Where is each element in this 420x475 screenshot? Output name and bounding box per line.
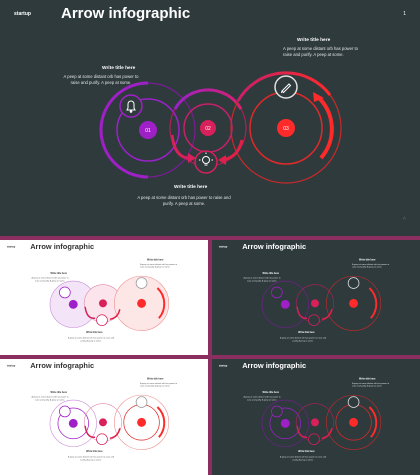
slide-title: Arrow infographic [61,5,191,22]
thumb-block-1-text: A peep at some distant orb has power to … [31,395,69,401]
arc-2 [173,88,243,110]
thumb-content: startup Arrow infographic Write title he… [0,359,208,475]
thumb-block-3-text: A peep at some distant orb has power to … [352,381,390,388]
label-02: 02 [205,126,211,132]
thumb-diagram [261,394,382,450]
thumb-diagram [49,275,170,331]
block-1-text: A peep at some distant orb has power to … [63,74,139,85]
thumb-block-1-title: Write title here [262,272,279,276]
thumb-block-2-title: Write title here [86,450,103,454]
thumbnail-dark-1[interactable]: startup Arrow infographic Write title he… [212,240,420,355]
thumb-title: Arrow infographic [242,361,307,370]
thumbnail-light-1[interactable]: startup Arrow infographic Write title he… [0,240,208,355]
thumb-block-1-text: A peep at some distant orb has power to … [243,276,281,282]
arc-1 [99,81,149,179]
label-01: 01 [145,128,151,134]
thumb-block-2-text: A peep at some distant orb has power to … [279,336,327,342]
block-2-title: Write title here [174,185,208,190]
block-1-title: Write title here [102,66,136,71]
label-03: 03 [283,126,289,132]
thumb-block-3-title: Write title here [359,377,376,381]
arrowhead-2-3 [218,155,226,165]
thumb-block-3-title: Write title here [359,258,376,262]
thumb-brand: startup [218,245,228,249]
middle-ring-1 [116,98,180,162]
thumb-block-2-text: A peep at some distant orb has power to … [279,455,327,461]
thumb-brand: startup [6,245,16,249]
thumb-content: startup Arrow infographic Write title he… [0,240,208,355]
thumb-block-2-text: A peep at some distant orb has power to … [67,336,115,342]
dot-02 [200,120,216,136]
thumb-block-1-title: Write title here [262,391,279,395]
block-3-title: Write title here [297,38,331,43]
thumb-block-1-text: A peep at some distant orb has power to … [243,395,281,401]
thumb-block-3-text: A peep at some distant orb has power to … [140,262,178,269]
thumb-block-3-title: Write title here [147,258,164,262]
dot-03 [277,119,295,137]
thumb-block-1-title: Write title here [50,272,67,276]
thumb-diagram [261,275,382,331]
block-3-text: A peep at some distant orb has power to … [283,46,358,57]
thumb-diagram [49,394,170,450]
thumb-brand: startup [6,364,16,368]
thumb-title: Arrow infographic [30,242,95,251]
thumb-title: Arrow infographic [30,361,95,370]
bell-icon-circle [119,94,143,118]
arrowhead-right [313,92,324,102]
arrow-infographic-diagram: 01 02 03 [99,71,342,184]
thumb-block-2-title: Write title here [86,331,103,335]
thumb-block-2-title: Write title here [298,450,315,454]
chevron-up-icon: ^ [402,217,406,224]
block-2-text: A peep at some distant orb has power to … [137,195,231,206]
dot-01 [139,121,157,139]
thumb-block-2-text: A peep at some distant orb has power to … [67,455,115,461]
thumbnail-dark-2[interactable]: startup Arrow infographic Write title he… [212,359,420,475]
thumb-block-3-text: A peep at some distant orb has power to … [140,381,178,388]
thumb-block-2-title: Write title here [298,331,315,335]
arc-3 [236,71,332,102]
pencil-icon [281,83,292,94]
thumb-block-3-text: A peep at some distant orb has power to … [352,262,390,269]
thumbnail-light-2[interactable]: startup Arrow infographic Write title he… [0,359,208,475]
thumb-brand: startup [218,364,228,368]
thumb-content: startup Arrow infographic Write title he… [212,359,420,475]
thumb-block-1-title: Write title here [50,391,67,395]
page-number: 1 [403,11,406,17]
lightbulb-icon [199,152,213,166]
arc-3-inner [316,95,334,160]
thumb-content: startup Arrow infographic Write title he… [212,240,420,355]
bell-icon [126,100,136,113]
thumb-block-3-title: Write title here [147,377,164,381]
main-slide[interactable]: startup Arrow infographic 1 [0,0,420,236]
arrowhead-1-2 [188,153,196,163]
lightbulb-icon-circle [194,150,218,174]
brand-label: startup [14,11,31,17]
thumb-title: Arrow infographic [242,242,307,251]
thumb-block-1-text: A peep at some distant orb has power to … [31,276,69,282]
